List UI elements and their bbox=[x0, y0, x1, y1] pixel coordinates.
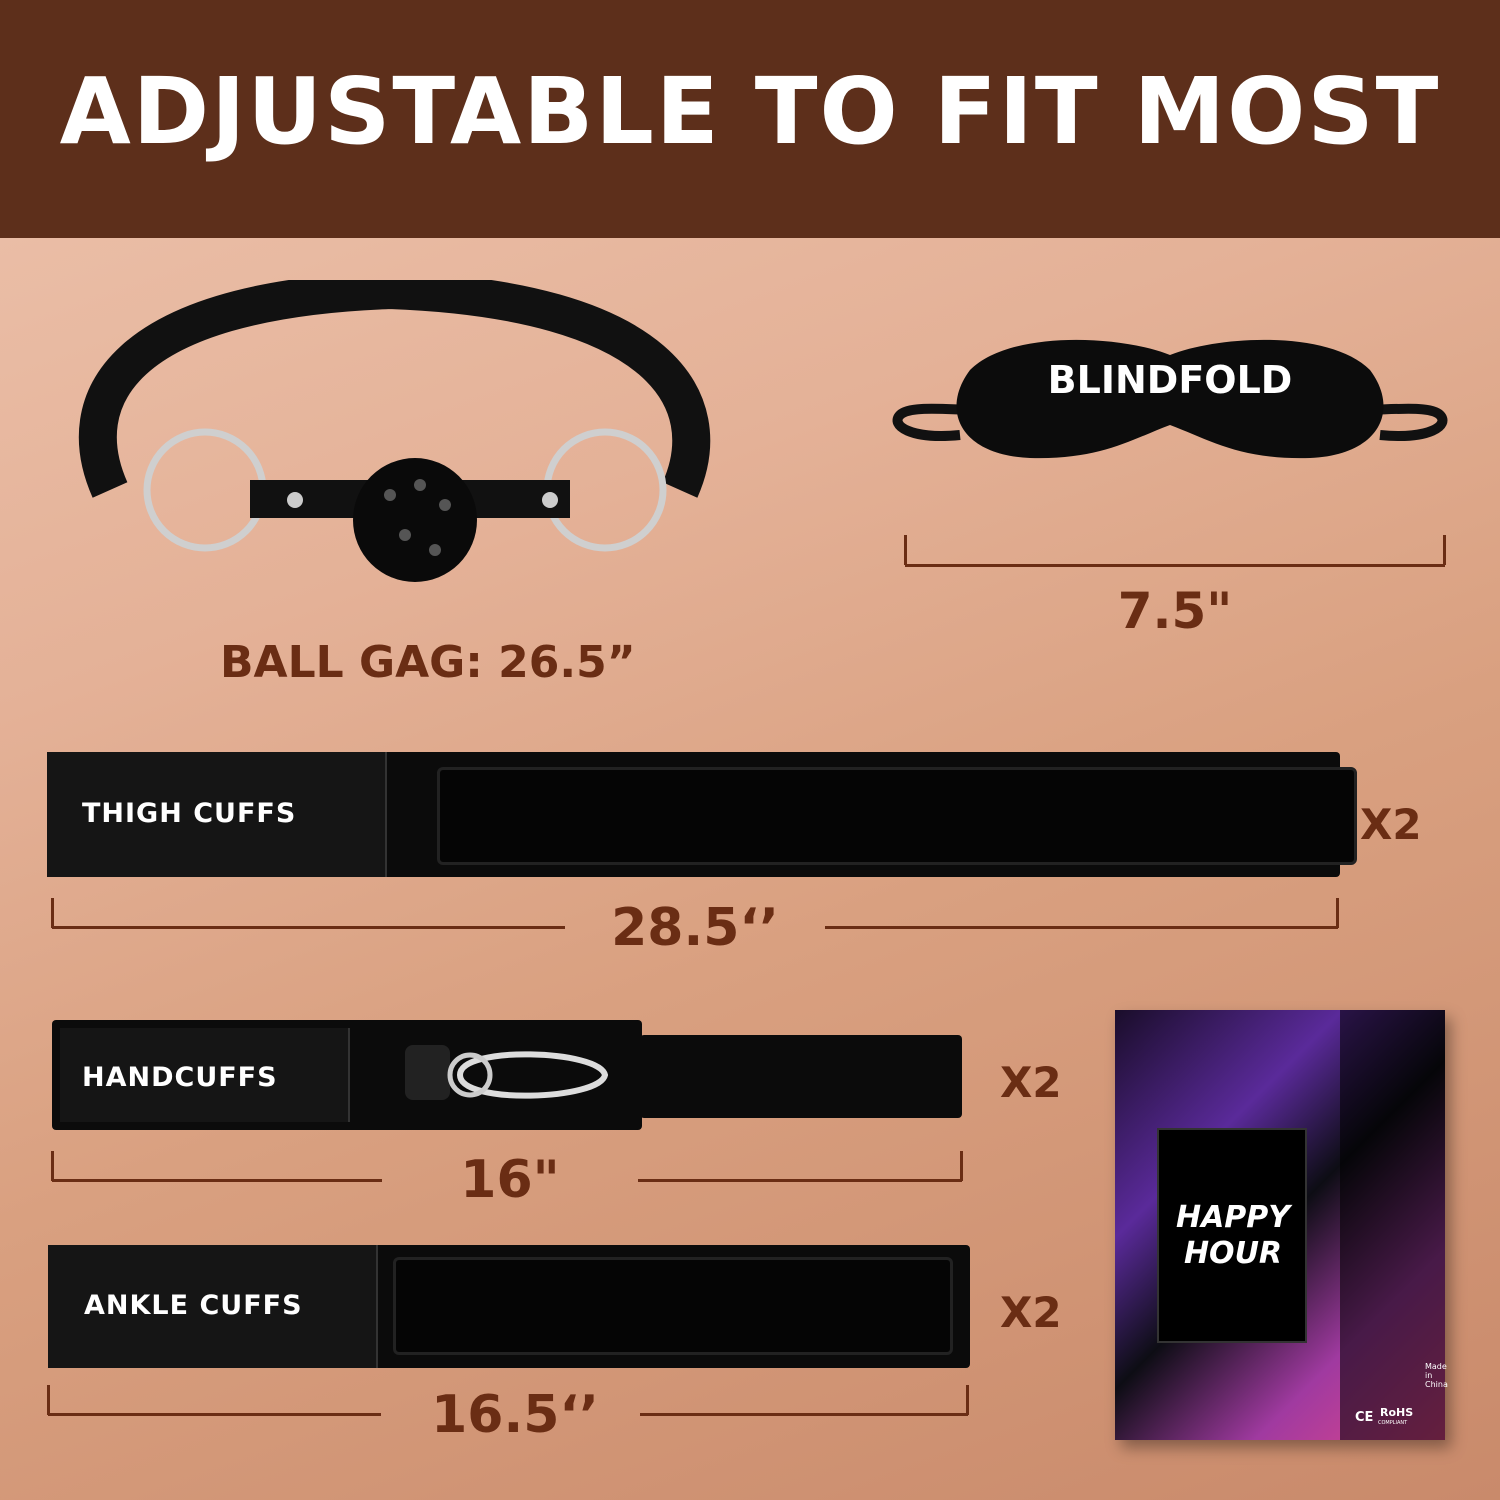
thigh-cuffs-size: 28.5‘’ bbox=[611, 898, 779, 958]
thigh-cuffs-qty: X2 bbox=[1360, 800, 1422, 849]
product-box: HAPPY HOUR Made in China CE RoHS COMPLIA… bbox=[1115, 1010, 1448, 1440]
page-title: ADJUSTABLE TO FIT MOST bbox=[59, 58, 1441, 165]
thigh-dimension-line bbox=[825, 926, 1338, 929]
made-in-label: Made in China bbox=[1425, 1362, 1448, 1389]
handcuffs-label: HANDCUFFS bbox=[82, 1062, 278, 1093]
handcuff-image bbox=[52, 1020, 642, 1130]
ce-mark: CE bbox=[1355, 1410, 1374, 1425]
blindfold-image bbox=[892, 339, 1448, 459]
ball-gag-image bbox=[78, 280, 711, 582]
box-logo: HAPPY HOUR bbox=[1175, 1200, 1291, 1271]
dimension-tick bbox=[1443, 535, 1446, 565]
ankle-cuff-image bbox=[48, 1245, 970, 1368]
dimension-tick bbox=[51, 898, 54, 928]
ankle-cuffs-size: 16.5‘’ bbox=[431, 1385, 599, 1445]
ankle-dimension-line bbox=[640, 1413, 968, 1416]
rohs-mark: RoHS bbox=[1380, 1406, 1414, 1419]
handcuffs-qty: X2 bbox=[1000, 1058, 1062, 1107]
handcuffs-size: 16" bbox=[460, 1150, 560, 1210]
blindfold-label: BLINDFOLD bbox=[1047, 358, 1293, 402]
thigh-cuff-image bbox=[47, 752, 1357, 877]
dimension-tick bbox=[51, 1151, 54, 1181]
dimension-tick bbox=[904, 535, 907, 565]
ankle-dimension-line bbox=[48, 1413, 381, 1416]
blindfold-size: 7.5" bbox=[1117, 582, 1233, 640]
handcuff-strap bbox=[640, 1035, 962, 1118]
blindfold-dimension-line bbox=[905, 564, 1445, 567]
rohs-compliant: COMPLIANT bbox=[1378, 1420, 1408, 1426]
thigh-cuffs-label: THIGH CUFFS bbox=[82, 798, 297, 829]
handcuff-dimension-line bbox=[52, 1179, 382, 1182]
handcuff-dimension-line bbox=[638, 1179, 962, 1182]
dimension-tick bbox=[960, 1151, 963, 1181]
dimension-tick bbox=[47, 1385, 50, 1415]
dimension-tick bbox=[966, 1385, 969, 1415]
header-band bbox=[0, 0, 1500, 238]
thigh-dimension-line bbox=[52, 926, 565, 929]
carabiner-icon bbox=[405, 1045, 609, 1100]
ball-gag-label: BALL GAG: 26.5” bbox=[220, 637, 636, 688]
dimension-tick bbox=[1336, 898, 1339, 928]
ankle-cuffs-label: ANKLE CUFFS bbox=[84, 1290, 303, 1321]
ankle-cuffs-qty: X2 bbox=[1000, 1288, 1062, 1337]
box-logo-panel bbox=[1157, 1128, 1307, 1343]
